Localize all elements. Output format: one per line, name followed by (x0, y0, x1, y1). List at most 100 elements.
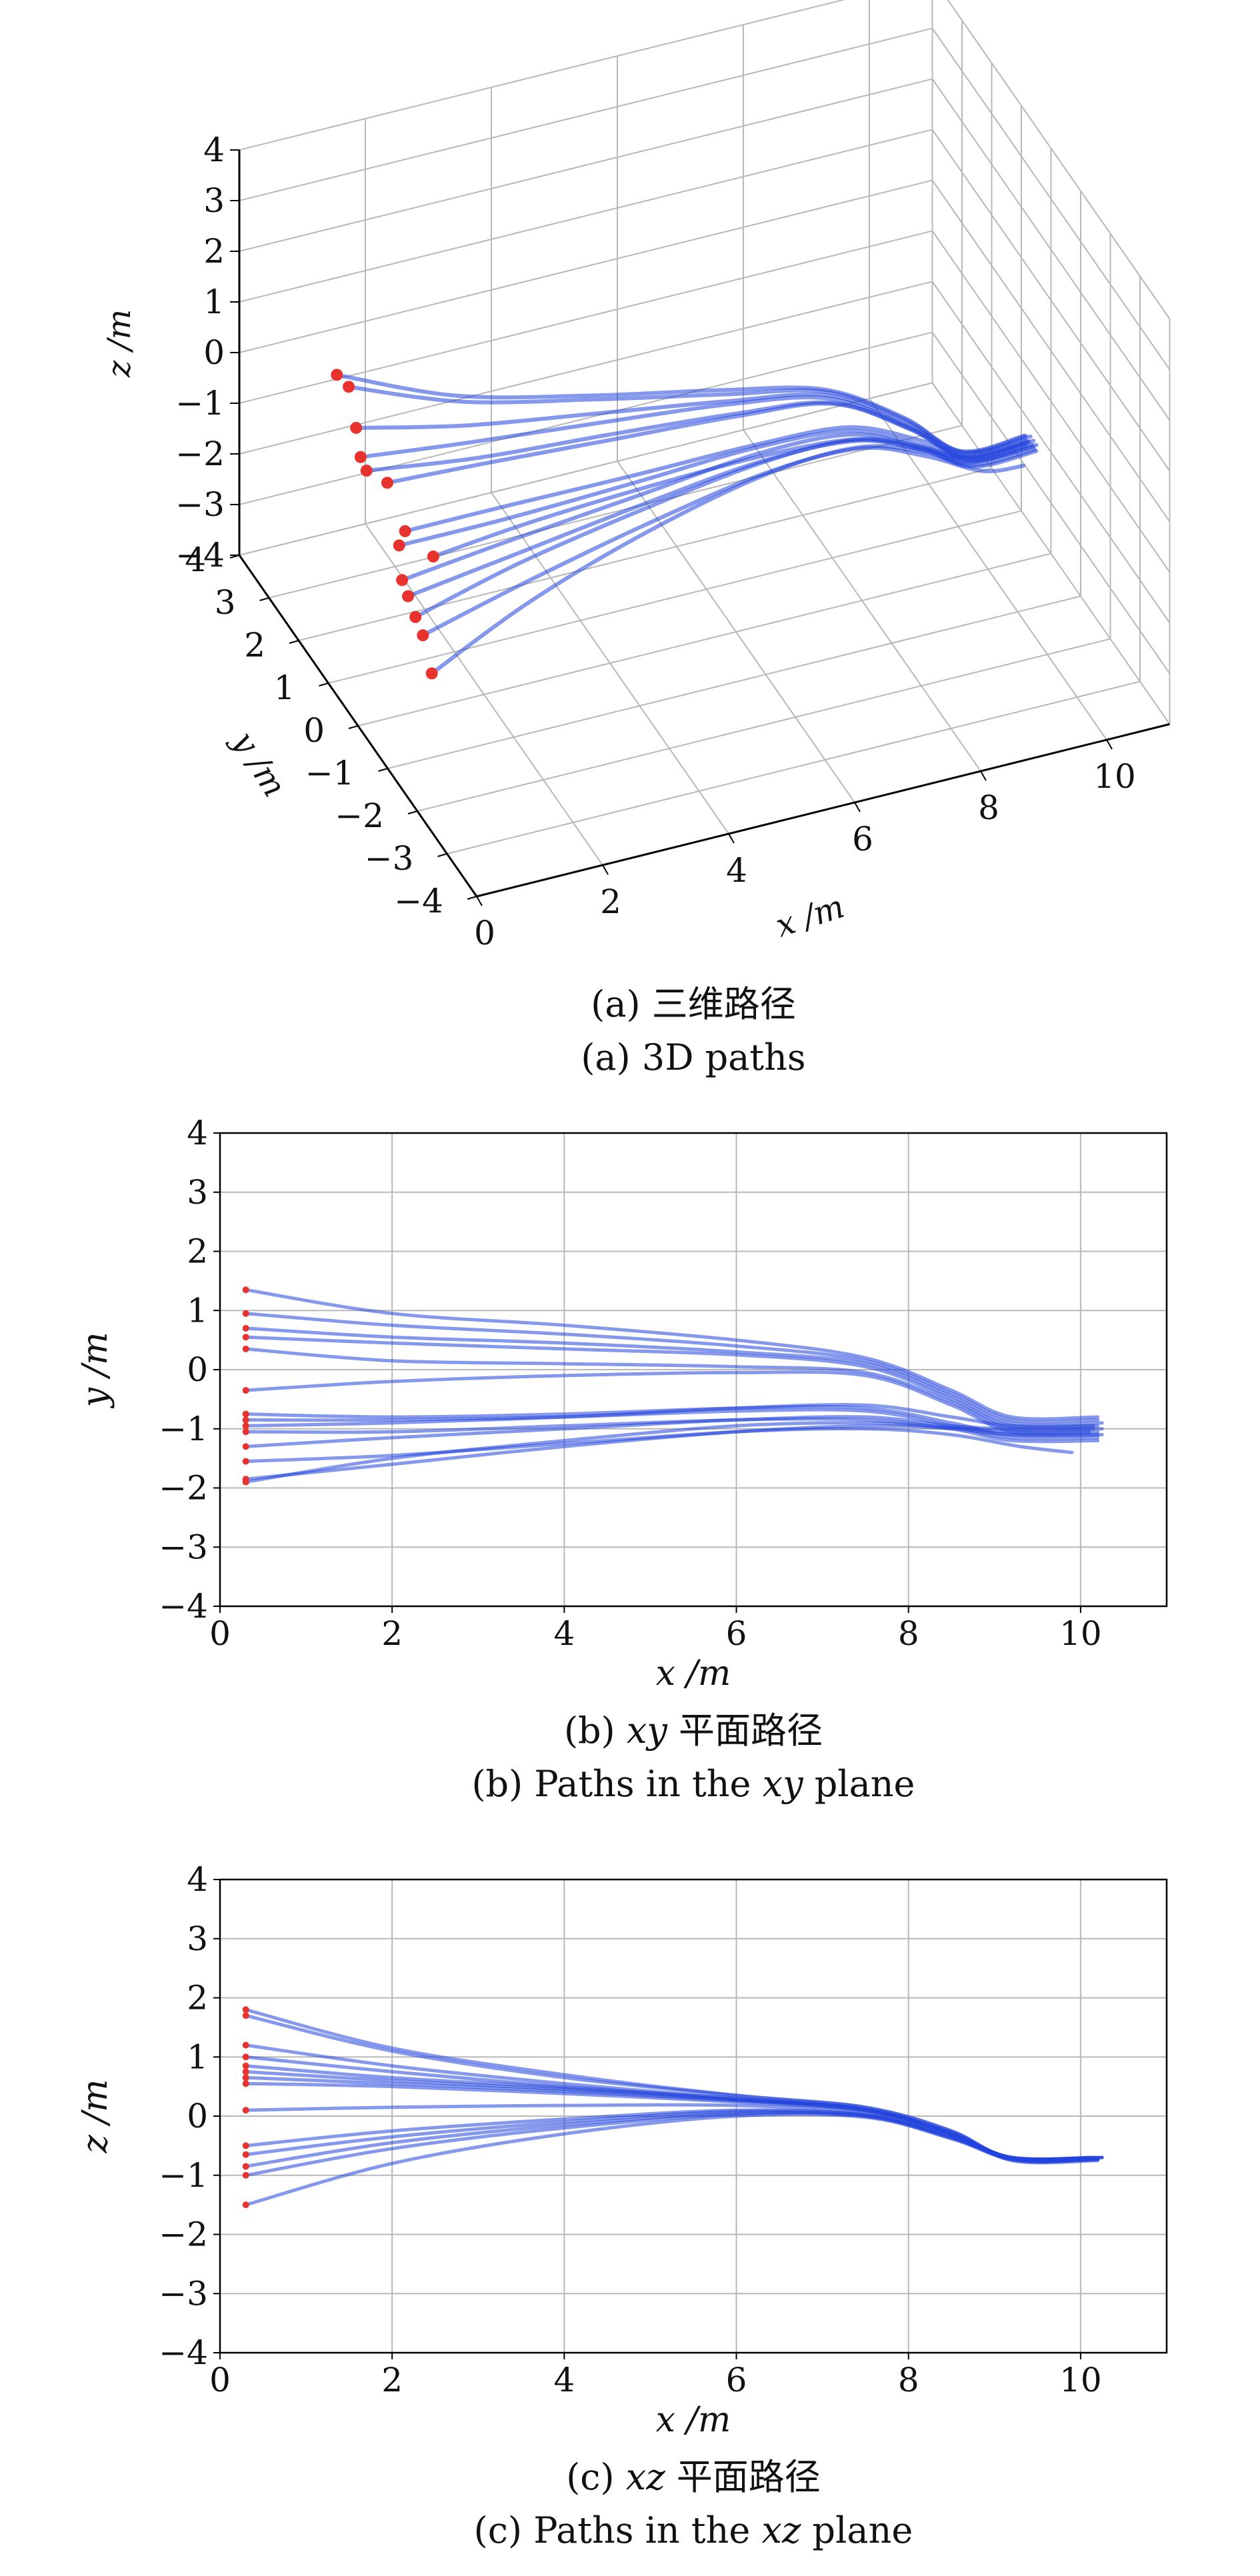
start-point-3d (399, 525, 411, 537)
start-point (242, 2006, 249, 2013)
y-tick-label: −2 (159, 2215, 208, 2254)
start-point-3d (393, 539, 405, 552)
panel-c-xlabel: x /m (656, 2400, 731, 2440)
start-point (242, 2012, 249, 2019)
start-point-3d (350, 421, 363, 434)
start-point (242, 2074, 249, 2081)
z-tick-label: −3 (175, 485, 225, 524)
start-point-3d (381, 477, 393, 489)
path-line (244, 2064, 1091, 2161)
x-tick-label: 10 (1059, 1614, 1102, 1653)
grid-line (931, 78, 1171, 421)
start-point (242, 2142, 249, 2149)
x-tick-label: 0 (209, 2361, 231, 2399)
panel-a-axes (229, 149, 1170, 906)
path-line (244, 1415, 1104, 1448)
path-line (244, 1288, 1100, 1421)
tick-mark-y (378, 768, 388, 772)
x-tick-label: 8 (978, 788, 999, 827)
tick-mark-y (407, 810, 418, 814)
grid-line (931, 230, 1171, 573)
tick-mark-x (476, 896, 483, 906)
grid-line (239, 230, 933, 404)
x-tick-label: 2 (600, 882, 621, 921)
grid-line (239, 382, 933, 556)
panel-c-frame (219, 1878, 1168, 2354)
panel-b-frame (219, 1132, 1168, 1608)
z-tick-label: 0 (203, 333, 225, 372)
panel-c-caption-cn: (c) xz 平面路径 (566, 2456, 821, 2498)
start-point-3d (409, 611, 422, 623)
tick-mark-x (728, 833, 735, 844)
start-point-3d (331, 369, 343, 381)
grid-line (417, 638, 1111, 812)
panel-a-ylabel: y /m (224, 724, 293, 804)
tick-mark-y (467, 896, 477, 900)
y-tick-label: 1 (187, 2037, 208, 2076)
start-point (242, 2068, 249, 2075)
x-tick-label: 10 (1093, 757, 1136, 796)
y-tick-label: 1 (274, 668, 295, 707)
y-tick-label: −2 (159, 1469, 208, 1508)
z-tick-label: 2 (203, 232, 225, 271)
y-tick-label: −1 (159, 1410, 208, 1448)
y-tick-label: −3 (159, 2274, 208, 2313)
grid-line (931, 281, 1171, 624)
panel-a-zlabel: z /m (101, 309, 138, 378)
tick-mark-x (854, 802, 861, 812)
panel-b-tick-labels: 0 2 4 6 8 10 −4 −3 −2 −1 0 1 2 3 4 (159, 1114, 1101, 1653)
start-point (242, 1286, 249, 1294)
y-tick-label: 0 (187, 1350, 208, 1389)
start-point-3d (396, 574, 409, 587)
y-tick-label: 3 (187, 1920, 208, 1958)
y-tick-label: 3 (215, 583, 236, 622)
start-point (242, 2041, 249, 2049)
tick-mark-y (319, 682, 329, 686)
grid-line (239, 78, 933, 252)
start-point (242, 1458, 249, 1465)
panel-c-xz-paths: 0 2 4 6 8 10 −4 −3 −2 −1 0 1 2 3 4 x /m z /m (c) xz 平面… (75, 1860, 1168, 2551)
tick-mark-y (348, 725, 359, 729)
panel-c-ylabel: z /m (75, 2079, 115, 2154)
path-line-3d (354, 392, 1033, 455)
y-tick-label: 2 (187, 1979, 208, 2017)
z-tick-label: −2 (175, 435, 225, 473)
path-line (244, 1326, 1104, 1427)
panel-c-paths (242, 2006, 1104, 2209)
y-tick-label: 4 (185, 541, 206, 579)
start-point (242, 1428, 249, 1436)
tick-mark-y (289, 640, 299, 644)
panel-b-ylabel: y /m (75, 1332, 115, 1409)
y-tick-label: 0 (303, 711, 325, 750)
y-tick-label: −3 (365, 839, 414, 878)
grid-line (931, 27, 1171, 371)
start-point (242, 1416, 249, 1424)
x-tick-label: 0 (474, 914, 495, 952)
grid-line (328, 510, 1022, 684)
panel-c-caption-en: (c) Paths in the xz plane (474, 2509, 913, 2551)
start-point (242, 1443, 249, 1450)
grid-line (239, 0, 845, 151)
grid-line (931, 179, 1171, 523)
start-point-3d (417, 629, 429, 642)
path-line-3d (429, 444, 1035, 676)
y-tick-label: 2 (244, 626, 265, 664)
start-point (242, 1422, 249, 1430)
panel-a-paths (331, 369, 1039, 680)
path-line-3d (431, 437, 1028, 559)
grid-line (357, 553, 1051, 726)
path-line (244, 1424, 1100, 1481)
panel-b-paths (242, 1286, 1104, 1486)
grid-line (239, 179, 933, 353)
panel-b-xlabel: x /m (656, 1654, 731, 1694)
panel-b-caption-cn: (b) xy 平面路径 (564, 1710, 823, 1752)
panel-b-caption-en: (b) Paths in the xy plane (471, 1763, 915, 1805)
start-point-3d (343, 381, 355, 393)
y-tick-label: −4 (394, 882, 443, 920)
start-point (242, 1410, 249, 1418)
path-line (244, 1335, 1100, 1430)
y-tick-label: −1 (159, 2156, 208, 2195)
y-tick-label: 0 (187, 2097, 208, 2135)
